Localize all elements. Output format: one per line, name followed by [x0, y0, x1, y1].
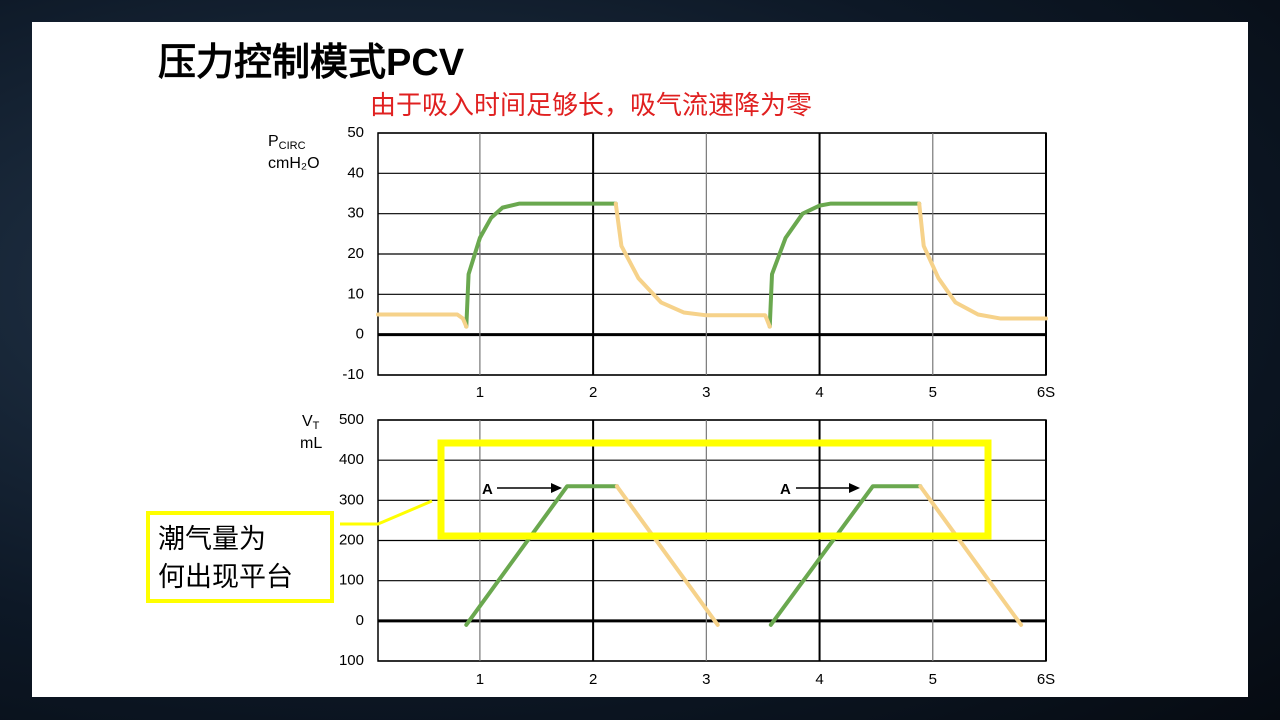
y-label-main: V	[302, 413, 313, 430]
callout-line: 潮气量为	[158, 524, 266, 554]
chart: 50 40 30 20 10 0 -10 1 2 3 4 5 6S	[342, 124, 1055, 401]
y-label-main: P	[268, 133, 279, 150]
y-tick-label: -10	[342, 366, 364, 383]
x-tick-label: 6S	[1037, 384, 1055, 401]
y-axis-label: VT	[302, 413, 320, 432]
y-tick-label: 0	[356, 326, 364, 343]
slide-title: 压力控制模式PCV	[158, 42, 465, 84]
x-tick-label: 1	[476, 671, 484, 688]
data-line	[614, 484, 720, 627]
slide-subtitle: 由于吸入时间足够长，吸气流速降为零	[370, 90, 812, 120]
x-tick-label: 3	[702, 671, 710, 688]
x-tick-label: 4	[815, 384, 823, 401]
x-tick-label: 2	[589, 384, 597, 401]
y-axis-unit: cmH₂O	[268, 155, 320, 172]
x-tick-label: 3	[702, 384, 710, 401]
data-line	[464, 484, 619, 627]
y-tick-label: 100	[339, 572, 364, 589]
data-line	[917, 201, 1048, 321]
callout-line: 何出现平台	[158, 562, 293, 592]
y-tick-label: 0	[356, 612, 364, 629]
chart: 500 400 300 200 100 0 100 1 2 3 4 5 6S	[339, 411, 1055, 688]
data-line	[918, 484, 1024, 627]
annotation-arrowhead	[849, 483, 860, 493]
data-line	[767, 201, 922, 329]
y-tick-label: 300	[339, 491, 364, 508]
x-tick-label: 6S	[1037, 671, 1055, 688]
y-tick-label: 200	[339, 531, 364, 548]
annotation: A	[780, 481, 791, 498]
x-tick-label: 2	[589, 671, 597, 688]
x-tick-label: 5	[929, 671, 937, 688]
x-tick-label: 1	[476, 384, 484, 401]
y-label-sub: T	[313, 420, 320, 432]
y-label-sub: CIRC	[279, 140, 306, 152]
y-axis-unit: mL	[300, 435, 322, 452]
annotation-arrowhead	[551, 483, 562, 493]
data-line	[768, 484, 923, 627]
y-tick-label: 50	[347, 124, 364, 141]
y-tick-label: 100	[339, 652, 364, 669]
y-axis-label: PCIRC	[268, 133, 306, 152]
data-line	[376, 312, 469, 329]
callout-box	[146, 511, 334, 603]
y-tick-label: 500	[339, 411, 364, 428]
highlight-box	[437, 439, 992, 540]
data-line	[464, 201, 618, 329]
data-line	[613, 201, 772, 329]
y-tick-label: 30	[347, 205, 364, 222]
annotation: A	[482, 481, 493, 498]
x-tick-label: 5	[929, 384, 937, 401]
callout-leader	[340, 499, 433, 526]
y-tick-label: 20	[347, 245, 364, 262]
x-tick-label: 4	[815, 671, 823, 688]
y-tick-label: 40	[347, 164, 364, 181]
y-tick-label: 10	[347, 285, 364, 302]
y-tick-label: 400	[339, 451, 364, 468]
